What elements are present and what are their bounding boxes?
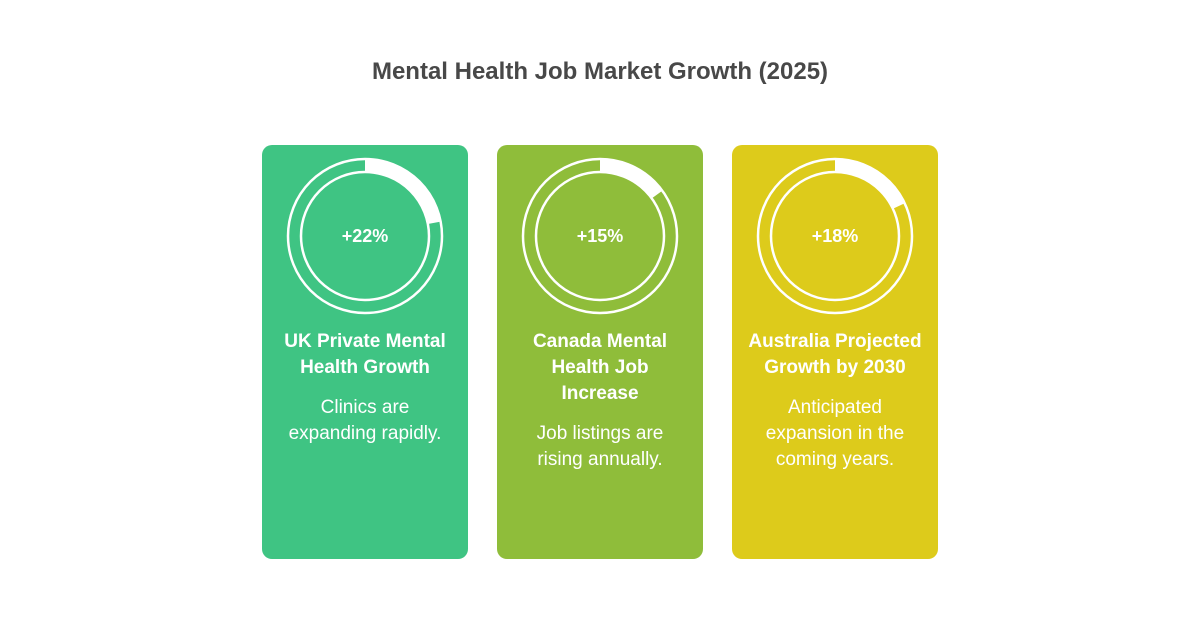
card-heading: UK Private Mental Health Growth (284, 331, 446, 378)
progress-ring (756, 157, 914, 315)
progress-arc (835, 159, 905, 209)
card-uk: +22% UK Private Mental Health Growth Clin… (262, 145, 468, 559)
card-value: +22% (341, 226, 389, 246)
card-heading: Canada Mental Health Job Increase (532, 331, 668, 404)
page-title: Mental Health Job Market Growth (2025) (371, 58, 829, 85)
card-description: Job listings are rising annually. (536, 423, 664, 470)
card-canada: +15% Canada Mental Health Job Increase Jo… (497, 145, 703, 559)
card-value: +15% (576, 226, 624, 246)
progress-arc (365, 159, 441, 225)
card-description: Anticipated expansion in the coming year… (765, 397, 905, 470)
progress-arc (600, 159, 663, 199)
card-value: +18% (811, 226, 859, 246)
progress-ring (521, 157, 679, 315)
card-australia: +18% Australia Projected Growth by 2030 A… (732, 145, 938, 559)
card-heading: Australia Projected Growth by 2030 (748, 331, 922, 378)
progress-ring (286, 157, 444, 315)
card-description: Clinics are expanding rapidly. (288, 397, 442, 444)
